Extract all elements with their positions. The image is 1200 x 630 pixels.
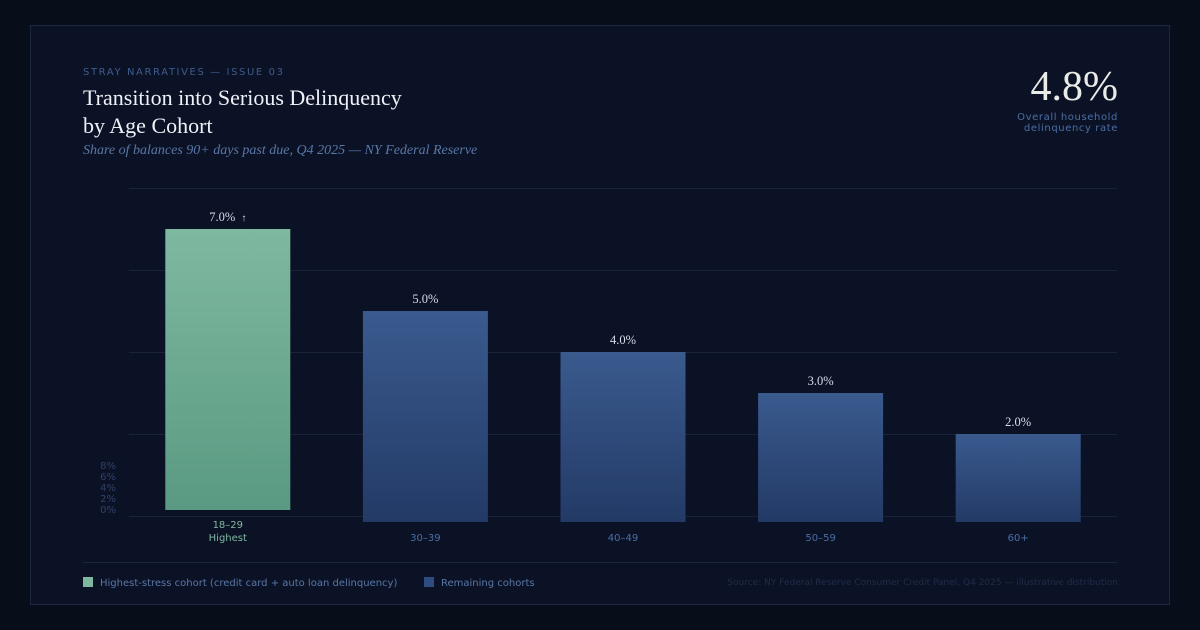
- highlight-sublabel: Highest: [209, 533, 247, 544]
- legend-swatch-highlight: [83, 577, 93, 587]
- chart-title: Transition into Serious Delinquency by A…: [83, 84, 543, 140]
- bar: [165, 229, 291, 510]
- legend-label-highlight: Highest-stress cohort (credit card + aut…: [100, 578, 398, 589]
- bar-value-label: 3.0%: [808, 374, 834, 388]
- y-tick-label: 4%: [100, 483, 116, 494]
- x-category-label: 40–49: [608, 533, 638, 544]
- bar: [758, 393, 884, 522]
- bar: [362, 311, 488, 522]
- legend-swatch-remaining: [424, 577, 434, 587]
- y-tick-label: 0%: [100, 505, 116, 516]
- kpi-value: 4.8%: [1030, 64, 1119, 110]
- legend-item-highlight: Highest-stress cohort (credit card + aut…: [83, 577, 397, 589]
- x-category-label: 50–59: [805, 533, 835, 544]
- legend-label-remaining: Remaining cohorts: [441, 578, 535, 589]
- chart-subtitle: Share of balances 90+ days past due, Q4 …: [83, 143, 478, 158]
- footer-divider: [83, 562, 1117, 563]
- y-tick-label: 2%: [100, 494, 116, 505]
- legend-item-remaining: Remaining cohorts: [424, 577, 535, 589]
- y-tick-label: 6%: [100, 472, 116, 483]
- bar-value-label: 4.0%: [610, 333, 636, 347]
- kpi-label-line-2: delinquency rate: [1023, 123, 1118, 134]
- chart-title-line-1: Transition into Serious Delinquency: [83, 85, 402, 110]
- chart-title-line-2: by Age Cohort: [83, 113, 213, 138]
- chart-card: STRAY NARRATIVES — ISSUE 03 Transition i…: [30, 25, 1170, 605]
- bar-value-label: 5.0%: [412, 292, 438, 306]
- y-tick-label: 8%: [100, 461, 116, 472]
- bar: [560, 352, 686, 522]
- issue-eyebrow: STRAY NARRATIVES — ISSUE 03: [83, 67, 285, 78]
- kpi-label: Overall household delinquency rate: [1017, 112, 1118, 134]
- kpi-block: 4.8% Overall household delinquency rate: [1017, 62, 1118, 134]
- source-note: Source: NY Federal Reserve Consumer Cred…: [727, 578, 1118, 588]
- bar-value-label: 7.0% ↑: [209, 210, 246, 224]
- bar-value-label: 2.0%: [1005, 415, 1031, 429]
- bar: [955, 434, 1081, 522]
- bar-chart: 8%6%4%2%0% 7.0% ↑ 18–29 Highest 5.0% 30–39 4.0%…: [100, 188, 1117, 544]
- kpi-label-line-1: Overall household: [1017, 112, 1118, 123]
- x-category-label: 18–29: [213, 520, 243, 531]
- x-category-label: 30–39: [410, 533, 440, 544]
- x-category-label: 60+: [1008, 533, 1029, 544]
